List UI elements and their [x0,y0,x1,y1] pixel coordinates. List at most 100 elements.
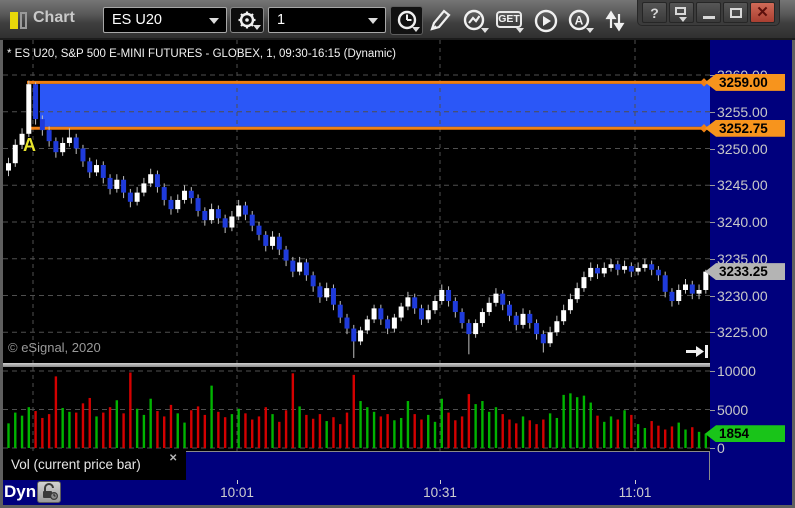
indicator-close-icon[interactable]: ✕ [169,453,178,464]
zone-top-price-badge: 3259.00 [705,73,785,91]
volume-bar [237,408,240,448]
candle-body [297,262,303,272]
candle-body [608,264,614,268]
volume-pane[interactable] [3,367,710,451]
candle-body [520,313,526,325]
refresh-button[interactable] [598,6,631,35]
trendline-tools-button[interactable] [458,6,491,35]
volume-bar [481,401,484,448]
candle-body [418,308,424,320]
price-tick-label: 3235.00 [717,250,768,267]
candle-body [270,236,276,246]
supply-zone-rectangle[interactable] [40,83,710,127]
volume-bar [325,421,328,448]
candle-body [134,192,140,202]
candle-body [676,289,682,302]
candle-body [317,286,323,298]
candle-body [209,209,215,221]
trendline-icon [463,9,485,31]
candle-body [628,266,634,272]
volume-bar [636,424,640,448]
volume-bar [196,406,200,448]
symbol-dropdown[interactable]: ES U20 [103,7,227,33]
maximize-button[interactable] [723,2,748,23]
draw-button[interactable] [424,6,457,35]
volume-bar [115,400,119,448]
time-template-button[interactable] [390,6,423,35]
candle-body [703,271,709,290]
chevron-down-icon [209,18,219,24]
volume-bar [345,412,349,448]
volume-bar [27,407,31,448]
volume-bar [203,414,207,448]
gear-icon [238,11,256,29]
volume-bar [257,416,261,448]
candle-body [121,179,127,193]
candle-body [148,174,154,184]
candle-body [601,267,607,274]
candlestick-chart[interactable] [3,40,710,363]
dynamic-session-label: Dyn [4,482,37,501]
replay-play-button[interactable] [529,6,562,35]
candle-body [53,141,59,153]
minimize-button[interactable] [696,2,721,23]
candle-body [649,264,655,270]
candle-body [26,84,32,134]
price-axis[interactable]: 3260.003255.003250.003245.003240.003235.… [705,40,792,480]
candle-body [60,142,66,153]
volume-bar [420,419,423,448]
volume-bar [318,414,322,448]
symbol-settings-button[interactable] [230,7,264,33]
volume-bar [521,416,525,448]
candle-body [175,199,181,210]
volume-bar [643,427,647,448]
jump-to-latest-icon[interactable] [686,345,708,358]
candle-body [500,293,506,305]
window-border-bottom [0,505,795,508]
pane-splitter[interactable] [3,363,710,367]
clock-icon [397,10,417,30]
close-button[interactable]: ✕ [750,2,775,23]
candle-body [574,288,580,300]
interval-value: 1 [277,12,286,28]
candle-body [513,315,519,325]
volume-chart[interactable] [3,367,710,451]
volume-bar [623,410,626,448]
chevron-down-icon [368,18,378,24]
zone-bottom-price-badge: 3252.75 [705,119,785,137]
volume-bar [603,421,606,448]
alerts-button[interactable]: A [563,6,596,35]
volume-bar [596,415,599,448]
volume-bar [630,414,633,448]
candle-body [446,289,452,302]
volume-bar [108,407,112,448]
volume-bar [339,424,342,448]
candle-body [534,323,540,335]
title-bar[interactable]: Chart ES U20 1 [0,0,795,40]
rollup-button[interactable] [669,2,694,23]
candle-body [107,177,113,189]
candle-body [696,289,702,294]
time-lock-button[interactable] [37,481,61,503]
volume-bar [440,398,443,448]
get-data-button[interactable]: GET [493,6,526,35]
axis-tick [710,75,715,76]
time-tick [237,480,238,484]
candle-body [87,161,93,173]
time-label: 10:31 [423,485,457,500]
volume-bar [684,429,687,448]
volume-bar [609,416,613,448]
volume-bar [122,413,125,448]
chevron-down-icon [412,27,420,32]
axis-tick [710,148,715,150]
volume-bar [81,403,85,448]
volume-bar [278,421,281,448]
help-button[interactable]: ? [642,2,667,23]
candle-body [527,313,533,324]
volume-bar [41,417,44,448]
axis-tick [710,332,715,334]
price-pane[interactable]: * ES U20, S&P 500 E-MINI FUTURES - GLOBE… [3,40,710,363]
interval-dropdown[interactable]: 1 [268,7,386,33]
volume-bar [251,419,254,448]
time-axis[interactable]: Dyn 10:01 10:31 11:01 [3,480,792,505]
